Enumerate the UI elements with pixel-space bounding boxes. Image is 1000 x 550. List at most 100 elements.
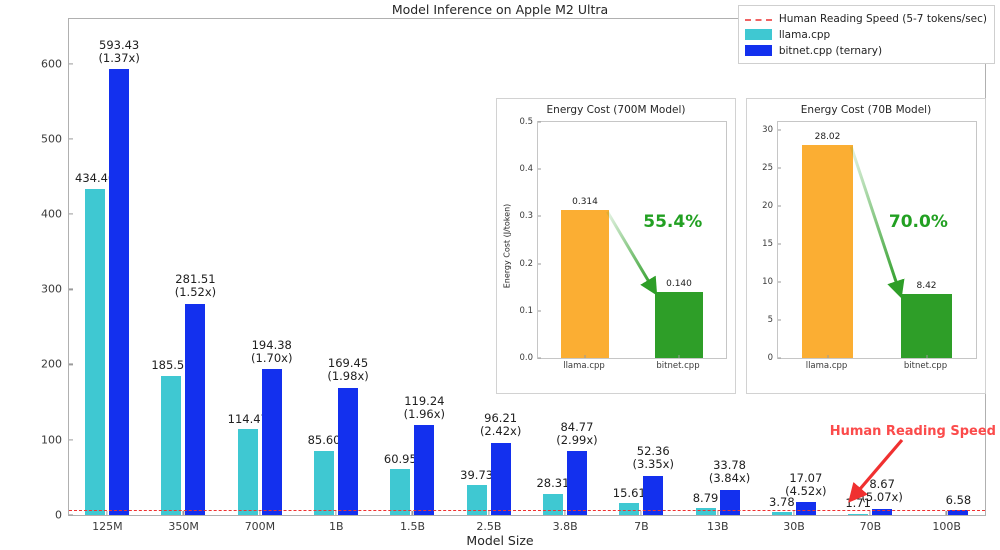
inset-title: Energy Cost (700M Model) [546,104,686,116]
bar-speedup: (1.70x) [251,350,293,365]
bar-speedup: (2.42x) [479,424,522,439]
legend-item-0[interactable]: Human Reading Speed (5-7 tokens/sec) [744,11,987,26]
legend-item-1[interactable]: llama.cpp [744,27,987,42]
x-axis-tick-label: 700M [244,520,276,533]
y-axis-tick-label: 300 [41,282,62,296]
bar-speedup: (1.96x) [403,406,446,421]
bar-label-llama-1B: 85.60 [307,433,341,448]
inset-y-axis-tick-mark [538,215,541,217]
inset-y-axis-tick-mark [778,281,781,283]
color-swatch-icon [744,29,772,40]
bar-llama-1B[interactable] [314,450,335,515]
inset-reduction-arrow-icon [849,146,905,299]
x-axis-tick-mark [793,511,795,515]
bar-bitnet-7B[interactable] [643,475,664,515]
bar-bitnet-700M[interactable] [261,369,282,515]
inset-y-axis-tick-mark [538,310,541,312]
bar-llama-30B[interactable] [771,512,792,515]
y-axis-tick-mark [69,363,73,365]
x-axis-tick-label: 100B [932,520,961,533]
inset-bar-label: 0.140 [666,278,692,289]
inset-y-axis-tick-mark [538,121,541,123]
bar-bitnet-13B[interactable] [719,489,740,515]
bar-label-bitnet-7B: 52.36 (3.35x) [633,445,674,471]
bar-llama-7B[interactable] [619,503,640,515]
legend-item-2[interactable]: bitnet.cpp (ternary) [744,43,987,58]
y-axis-tick-mark [69,514,73,516]
inset-y-axis-tick-label: 0.4 [519,164,533,175]
bar-llama-350M[interactable] [161,375,182,515]
legend-label: llama.cpp [778,28,831,41]
inset-y-axis-tick-mark [778,357,781,359]
inset-y-axis-tick-mark [778,167,781,169]
bar-label-llama-30B: 3.78 [769,494,795,509]
bar-label-llama-7B: 15.61 [612,485,646,500]
bar-bitnet-100B[interactable] [948,510,969,515]
bar-bitnet-30B[interactable] [795,502,816,515]
bar-llama-1.5B[interactable] [390,469,411,515]
bar-llama-70B[interactable] [848,513,869,515]
bar-value: 17.07 [789,470,823,485]
inset-bar-llama-cpp[interactable] [560,209,610,358]
x-axis-tick-label: 30B [783,520,805,533]
inset-bar-bitnet-cpp[interactable] [654,291,704,358]
bar-llama-125M[interactable] [85,188,106,515]
inset-y-axis-tick-label: 0.0 [519,353,533,363]
bar-llama-2.5B[interactable] [466,485,487,515]
bar-bitnet-350M[interactable] [185,303,206,515]
bar-label-bitnet-30B: 17.07 (4.52x) [785,470,826,498]
bar-label-bitnet-2.5B: 96.21 (2.42x) [480,412,521,438]
bar-bitnet-2.5B[interactable] [490,442,511,515]
y-axis-tick-mark [69,438,73,441]
bar-speedup: (1.52x) [174,285,217,300]
inset-bar-label: 0.314 [572,196,598,207]
x-axis-tick-mark [640,511,642,515]
y-axis-tick-mark [69,213,73,215]
inset-x-axis-tick-mark [827,355,828,358]
x-axis-tick-label: 350M [168,520,199,533]
inset-y-axis-tick-label: 20 [762,200,773,211]
inset-x-axis-tick-mark [584,355,586,358]
bar-label-bitnet-700M: 194.38 (1.70x) [251,338,293,365]
bar-speedup: (3.84x) [708,471,751,486]
bar-speedup: (1.98x) [327,369,369,384]
bar-label-bitnet-70B: 8.67 (5.07x) [861,478,902,504]
x-axis-tick-mark [411,511,413,515]
bar-label-bitnet-1B: 169.45 (1.98x) [327,357,368,383]
y-axis-tick-label: 0 [55,508,62,522]
bar-value: 281.51 [175,272,216,287]
x-axis-tick-label: 70B [859,520,882,533]
color-swatch-icon [744,45,772,56]
inset-x-axis-tick-label: llama.cpp [805,361,848,371]
bar-value: 84.77 [560,419,594,434]
bar-label-llama-13B: 8.79 [692,490,719,505]
x-axis-label: Model Size [466,533,534,548]
bar-value: 119.24 [404,394,445,409]
bar-llama-700M[interactable] [237,429,258,515]
page-title: Model Inference on Apple M2 Ultra [391,2,609,17]
inset-y-axis-tick-label: 0 [767,353,773,363]
bar-value: 33.78 [713,458,747,473]
inset-y-axis-tick-label: 5 [767,314,773,325]
bar-bitnet-125M[interactable] [109,69,130,515]
bar-label-bitnet-13B: 33.78 (3.84x) [709,459,750,485]
bar-bitnet-1B[interactable] [338,387,359,515]
bar-llama-13B[interactable] [695,508,716,515]
bar-label-llama-350M: 185.56 [151,358,192,373]
bar-bitnet-3.8B[interactable] [566,451,587,515]
bar-bitnet-70B[interactable] [872,508,893,515]
bar-bitnet-1.5B[interactable] [414,425,435,515]
bar-label-bitnet-3.8B: 84.77 (2.99x) [556,421,597,447]
x-axis-tick-label: 1B [328,520,344,533]
x-axis-tick-mark [106,511,108,515]
bar-llama-3.8B[interactable] [542,493,563,515]
inset-bar-llama-cpp[interactable] [801,144,854,358]
inset-energy-70b: Energy Cost (70B Model) 0 5 10 15 20 25 30 28.0… [746,98,986,394]
inset-y-axis-tick-label: 0.1 [519,305,533,316]
bar-value: 169.45 [327,356,369,371]
inset-plot-area: 0.0 0.1 0.2 0.3 0.4 0.5 0.314 0.140 55.4% [519,117,727,363]
bar-label-llama-2.5B: 39.73 [460,467,494,482]
inset-bar-bitnet-cpp[interactable] [900,293,953,358]
inset-y-axis-tick-label: 15 [762,238,773,249]
x-axis-tick-mark [335,511,337,515]
